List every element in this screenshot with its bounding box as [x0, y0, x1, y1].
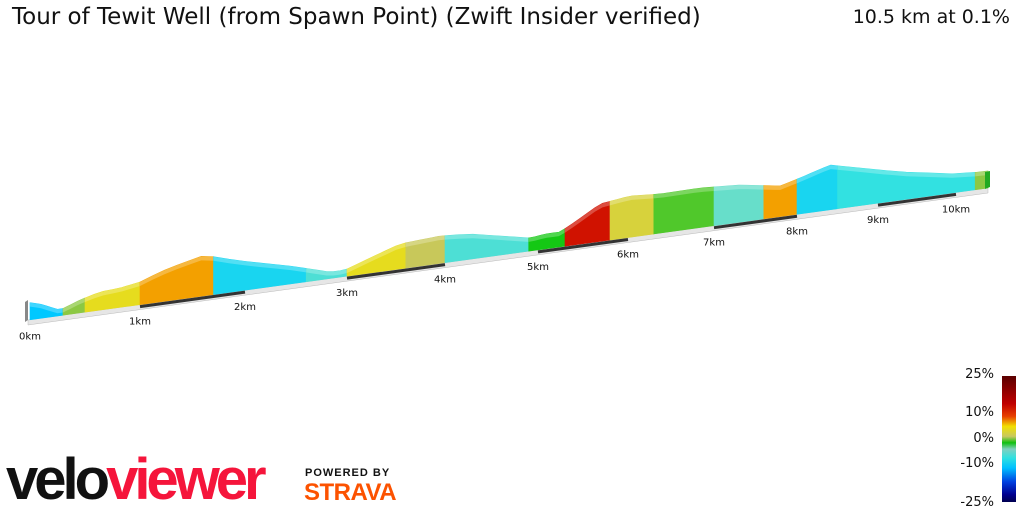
- gradient-segment: [305, 268, 348, 283]
- route-title: Tour of Tewit Well (from Spawn Point) (Z…: [12, 4, 701, 30]
- x-tick-label: 10km: [942, 204, 970, 215]
- profile-floor: [27, 187, 989, 326]
- legend-tick: -10%: [960, 456, 994, 471]
- x-tick-label: 7km: [703, 238, 725, 249]
- legend-tick: 0%: [973, 431, 994, 446]
- profile-top-surface: [797, 165, 838, 184]
- x-tick-label: 0km: [19, 332, 41, 343]
- gradient-segment: [139, 256, 214, 305]
- km-scale-bar: [713, 214, 798, 230]
- profile-top-surface: [85, 282, 140, 302]
- gradient-segment: [974, 170, 989, 191]
- gradient-segment: [528, 228, 566, 252]
- x-tick-label: 1km: [129, 317, 151, 328]
- gradient-segment: [62, 297, 86, 316]
- legend-tick: -25%: [960, 495, 994, 510]
- gradient-segment: [444, 233, 530, 264]
- profile-top-surface: [565, 201, 610, 233]
- profile-top-surface: [213, 256, 307, 273]
- profile-top-surface: [763, 179, 797, 190]
- veloviewer-logo[interactable]: veloviewer: [6, 447, 267, 512]
- gradient-segment: [796, 164, 838, 215]
- profile-top-surface: [714, 185, 764, 191]
- route-summary: 10.5 km at 0.1%: [852, 6, 1010, 28]
- legend-tick: 10%: [965, 405, 994, 420]
- profile-top-surface: [347, 242, 406, 274]
- gradient-segment: [84, 281, 141, 313]
- profile-top-surface: [975, 171, 988, 177]
- profile-start-cap: [25, 300, 28, 322]
- profile-top-surface: [837, 165, 976, 178]
- x-tick-label: 2km: [234, 302, 256, 313]
- gradient-segment: [346, 242, 407, 277]
- profile-top-surface: [140, 256, 214, 286]
- profile-top-surface: [445, 234, 529, 242]
- profile-top-surface: [405, 235, 445, 247]
- km-scale-bar: [139, 290, 246, 309]
- legend-tick: 25%: [965, 367, 994, 382]
- gradient-segment: [609, 194, 655, 241]
- gradient-segment: [564, 200, 611, 247]
- gradient-legend-bar: [1002, 376, 1016, 502]
- gradient-segment: [213, 256, 307, 295]
- profile-end-cap: [985, 171, 990, 189]
- x-tick-label: 8km: [786, 226, 808, 237]
- gradient-segment: [763, 178, 798, 220]
- profile-top-surface: [30, 302, 63, 314]
- profile-top-surface: [63, 298, 85, 313]
- profile-top-surface: [306, 268, 347, 276]
- x-tick-label: 6km: [617, 250, 639, 261]
- x-tick-label: 4km: [434, 275, 456, 286]
- powered-by-label: POWERED BY: [305, 467, 391, 479]
- profile-top-surface: [653, 186, 714, 199]
- profile-top-surface: [610, 194, 654, 206]
- gradient-segment: [653, 186, 715, 235]
- km-scale-bar: [346, 263, 446, 280]
- km-scale-bar: [877, 192, 957, 207]
- strava-logo[interactable]: STRAVA: [304, 479, 397, 506]
- gradient-segment: [29, 302, 64, 321]
- gradient-segment: [405, 235, 446, 269]
- km-scale-bar: [537, 238, 629, 254]
- x-tick-label: 5km: [527, 262, 549, 273]
- x-tick-label: 3km: [336, 288, 358, 299]
- gradient-segment: [837, 165, 976, 210]
- profile-top-surface: [528, 228, 565, 242]
- gradient-segment: [713, 184, 765, 227]
- x-tick-label: 9km: [867, 215, 889, 226]
